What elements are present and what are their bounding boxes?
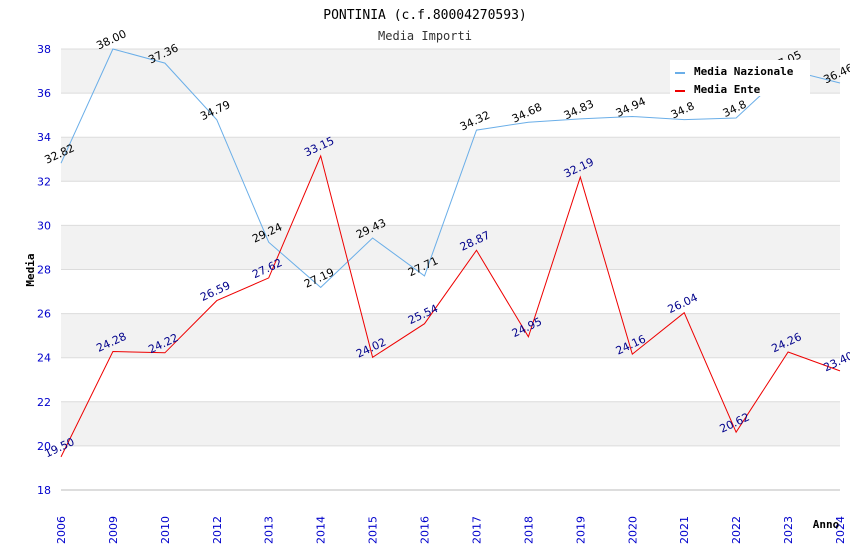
grid-band	[61, 225, 840, 270]
series-line-media-ente	[60, 154, 841, 458]
y-tick-label: 22	[37, 396, 51, 409]
legend: Media Nazionale Media Ente	[670, 60, 810, 96]
grid-band	[61, 137, 840, 182]
y-tick-label: 20	[37, 440, 51, 453]
grid-lines	[61, 48, 840, 491]
y-tick-label: 36	[37, 87, 51, 100]
x-tick-label: 2020	[626, 516, 639, 544]
chart-subtitle: Media Importi	[378, 29, 472, 43]
x-tick-label: 2012	[211, 516, 224, 544]
x-tick-label: 2018	[522, 516, 535, 544]
legend-label-media-nazionale: Media Nazionale	[694, 65, 794, 78]
y-tick-label: 38	[37, 43, 51, 56]
y-tick-label: 26	[37, 308, 51, 321]
legend-label-media-ente: Media Ente	[694, 83, 761, 96]
x-tick-label: 2019	[574, 516, 587, 544]
x-axis-label: Anno	[813, 518, 840, 531]
grid-band	[61, 401, 840, 446]
x-tick-label: 2009	[107, 516, 120, 544]
series-lines	[60, 48, 841, 458]
x-tick-label: 2006	[55, 516, 68, 544]
x-tick-label: 2015	[367, 516, 380, 544]
x-tick-label: 2022	[730, 516, 743, 544]
x-tick-label: 2013	[263, 516, 276, 544]
x-axis-ticks: 2006 2009 2010 2012 2013 2014 2015 2016 2017 2018…	[55, 516, 847, 544]
y-axis-label: Media	[24, 253, 37, 286]
y-tick-label: 18	[37, 484, 51, 497]
x-tick-label: 2021	[678, 516, 691, 544]
grid-band	[61, 313, 840, 358]
legend-box	[670, 60, 810, 96]
x-tick-label: 2017	[470, 516, 483, 544]
y-axis-ticks: 18 20 22 24 26 28 30 32 34 36 38	[37, 43, 51, 497]
x-tick-label: 2014	[315, 516, 328, 544]
x-tick-label: 2010	[159, 516, 172, 544]
x-tick-label: 2023	[782, 516, 795, 544]
y-tick-label: 28	[37, 264, 51, 277]
y-tick-label: 24	[37, 352, 51, 365]
x-tick-label: 2016	[419, 516, 432, 544]
y-tick-label: 30	[37, 219, 51, 232]
series-line-media-nazionale	[60, 48, 841, 289]
y-tick-label: 34	[37, 131, 51, 144]
x-tick-label: 2024	[834, 516, 847, 544]
chart-title: PONTINIA (c.f.80004270593)	[323, 8, 527, 23]
y-tick-label: 32	[37, 175, 51, 188]
